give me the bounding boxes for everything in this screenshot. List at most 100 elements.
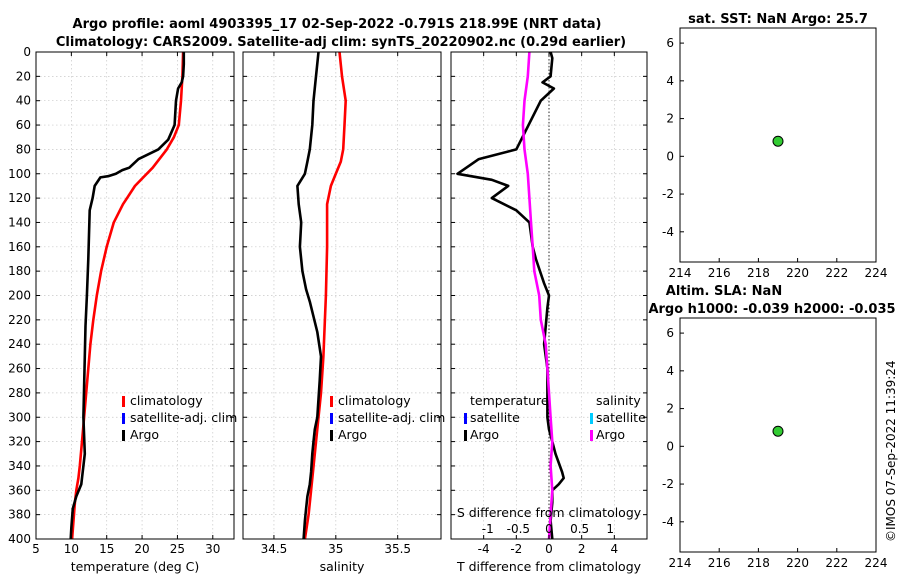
y-tick-label: -4 bbox=[662, 225, 674, 239]
y-tick-label: 320 bbox=[8, 435, 31, 449]
s-diff-tick-label: -1 bbox=[482, 522, 494, 536]
y-tick-label: 160 bbox=[8, 240, 31, 254]
x-tick-label: 218 bbox=[747, 266, 770, 280]
y-tick-label: 4 bbox=[666, 74, 674, 88]
y-tick-label: 280 bbox=[8, 386, 31, 400]
legend-label-satellite-adj: satellite-adj. clim bbox=[130, 410, 237, 425]
s-difference-xlabel: S difference from climatology bbox=[457, 505, 642, 520]
y-tick-label: 300 bbox=[8, 410, 31, 424]
series-line-climatology bbox=[70, 51, 185, 540]
legend-label-climatology: climatology bbox=[338, 393, 411, 408]
legend-swatch-climatology bbox=[122, 396, 125, 407]
y-tick-label: 60 bbox=[16, 118, 31, 132]
x-tick-label: 30 bbox=[205, 542, 220, 556]
y-tick-label: 0 bbox=[23, 45, 31, 59]
data-point-marker bbox=[772, 425, 784, 437]
s-diff-tick-label: 0.5 bbox=[570, 522, 589, 536]
y-tick-label: 140 bbox=[8, 215, 31, 229]
y-tick-label: 400 bbox=[8, 532, 31, 546]
x-tick-label: 5 bbox=[32, 542, 40, 556]
y-tick-label: -2 bbox=[662, 477, 674, 491]
figure-title-line1: Argo profile: aoml 4903395_17 02-Sep-202… bbox=[73, 17, 602, 32]
y-tick-label: 240 bbox=[8, 337, 31, 351]
y-tick-label: 40 bbox=[16, 94, 31, 108]
legend-swatch-t-satellite bbox=[464, 413, 467, 424]
x-tick-label: 224 bbox=[865, 266, 888, 280]
y-tick-label: 180 bbox=[8, 264, 31, 278]
y-tick-label: 120 bbox=[8, 191, 31, 205]
series-line-s-argo bbox=[521, 51, 554, 540]
series-line-climatology bbox=[303, 51, 348, 540]
temperature-panel: 0 20 40 60 80 100 120 140 160 180 200 220 240 260 280 3… bbox=[8, 45, 237, 574]
data-point-marker bbox=[772, 135, 784, 147]
sla-panel-title-line2: Argo h1000: -0.039 h2000: -0.035 bbox=[648, 302, 895, 317]
series-line-t-argo bbox=[456, 51, 566, 540]
x-tick-label: 216 bbox=[708, 266, 731, 280]
difference-panel: -4 -2 0 2 4 T difference from climatology S … bbox=[450, 51, 648, 574]
x-tick-label: 220 bbox=[786, 556, 809, 570]
y-tick-label: 4 bbox=[666, 364, 674, 378]
s-diff-tick-label: -0.5 bbox=[507, 522, 530, 536]
sst-axes-frame bbox=[679, 27, 877, 263]
legend-swatch-satellite-adj bbox=[330, 413, 333, 424]
x-tick-label: 4 bbox=[611, 542, 619, 556]
x-tick-label: 25 bbox=[170, 542, 185, 556]
t-difference-xlabel: T difference from climatology bbox=[456, 559, 642, 574]
legend-swatch-t-argo bbox=[464, 430, 467, 441]
y-tick-label: 2 bbox=[666, 112, 674, 126]
legend-label-t-satellite: satellite bbox=[470, 410, 520, 425]
y-tick-label: 6 bbox=[666, 326, 674, 340]
y-tick-label: 360 bbox=[8, 483, 31, 497]
sla-panel: Altim. SLA: NaN Argo h1000: -0.039 h2000… bbox=[648, 284, 895, 570]
x-tick-label: 218 bbox=[747, 556, 770, 570]
x-tick-label: 222 bbox=[825, 556, 848, 570]
y-tick-label: -2 bbox=[662, 187, 674, 201]
x-tick-label: 20 bbox=[134, 542, 149, 556]
x-tick-label: 15 bbox=[99, 542, 114, 556]
imos-credit: ©IMOS 07-Sep-2022 11:39:24 bbox=[884, 360, 898, 542]
y-tick-label: 20 bbox=[16, 69, 31, 83]
legend-label-t-argo: Argo bbox=[470, 427, 499, 442]
sst-panel: sat. SST: NaN Argo: 25.7 -4 -2 0 2 4 6 214 216 2… bbox=[662, 12, 887, 280]
legend-swatch-argo bbox=[330, 430, 333, 441]
legend-swatch-satellite-adj bbox=[122, 413, 125, 424]
x-tick-label: 2 bbox=[578, 542, 586, 556]
legend-title-temperature: temperature bbox=[470, 393, 549, 408]
legend-swatch-s-satellite bbox=[590, 413, 593, 424]
x-tick-label: 214 bbox=[669, 266, 692, 280]
legend-label-argo: Argo bbox=[130, 427, 159, 442]
temperature-xlabel: temperature (deg C) bbox=[71, 559, 200, 574]
legend-label-s-satellite: satellite bbox=[596, 410, 646, 425]
salinity-legend: climatology satellite-adj. clim Argo bbox=[330, 393, 445, 442]
y-tick-label: 220 bbox=[8, 313, 31, 327]
x-tick-label: -2 bbox=[510, 542, 522, 556]
x-tick-label: 216 bbox=[708, 556, 731, 570]
legend-label-climatology: climatology bbox=[130, 393, 203, 408]
sla-panel-title-line1: Altim. SLA: NaN bbox=[666, 284, 782, 299]
y-tick-label: 80 bbox=[16, 142, 31, 156]
legend-title-salinity: salinity bbox=[596, 393, 641, 408]
legend-label-s-argo: Argo bbox=[596, 427, 625, 442]
x-tick-label: 220 bbox=[786, 266, 809, 280]
y-tick-label: -4 bbox=[662, 515, 674, 529]
salinity-xlabel: salinity bbox=[320, 559, 365, 574]
x-tick-label: 34.5 bbox=[261, 542, 288, 556]
legend-label-argo: Argo bbox=[338, 427, 367, 442]
s-diff-tick-label: 0 bbox=[545, 522, 553, 536]
y-tick-label: 380 bbox=[8, 508, 31, 522]
figure-title-line2: Climatology: CARS2009. Satellite-adj cli… bbox=[56, 35, 626, 50]
x-tick-label: -4 bbox=[478, 542, 490, 556]
series-line-argo bbox=[296, 51, 323, 540]
difference-legend: temperature salinity satellite Argo sate… bbox=[464, 393, 646, 442]
y-tick-label: 0 bbox=[666, 149, 674, 163]
y-tick-label: 200 bbox=[8, 289, 31, 303]
y-tick-label: 260 bbox=[8, 362, 31, 376]
x-tick-label: 35 bbox=[328, 542, 343, 556]
x-tick-label: 214 bbox=[669, 556, 692, 570]
y-tick-label: 0 bbox=[666, 439, 674, 453]
x-tick-label: 224 bbox=[865, 556, 888, 570]
x-tick-label: 0 bbox=[545, 542, 553, 556]
x-tick-label: 35.5 bbox=[384, 542, 411, 556]
y-tick-label: 100 bbox=[8, 167, 31, 181]
